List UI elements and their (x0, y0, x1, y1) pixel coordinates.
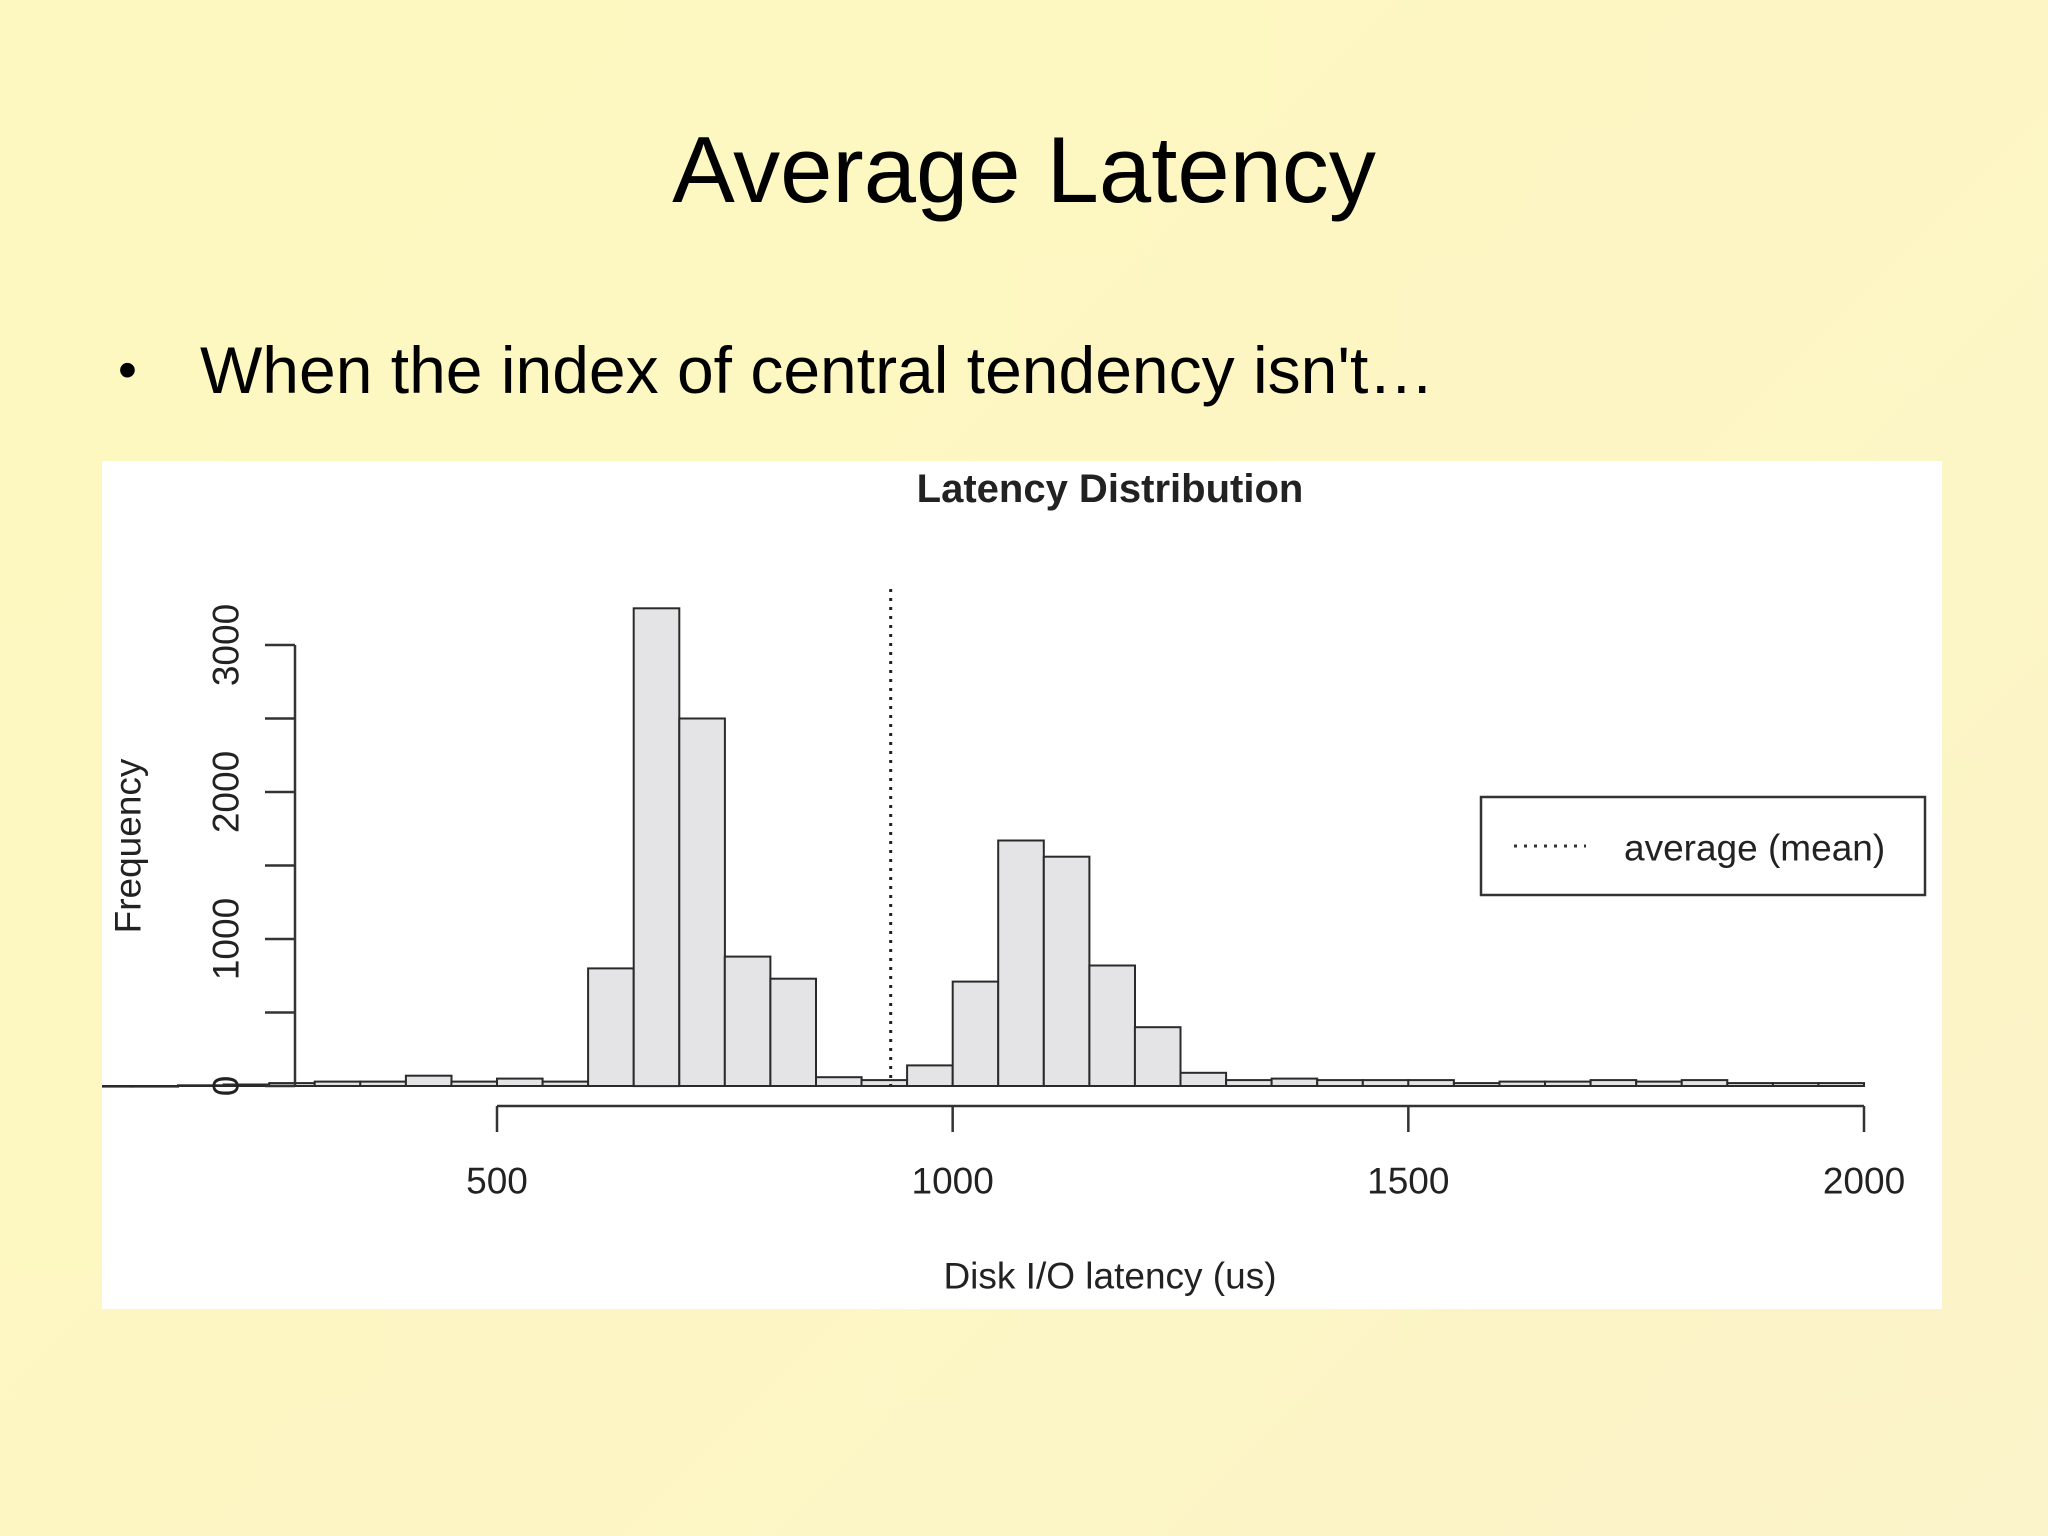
histogram-bar-5 (131, 1085, 180, 1088)
histogram-bar-18 (723, 955, 772, 1087)
histogram-bar-24 (997, 839, 1045, 1087)
histogram-bar-9 (313, 1080, 362, 1087)
bars-layer (102, 607, 1866, 1088)
bullet-dot-icon: • (118, 340, 137, 400)
histogram-bar-36 (1544, 1080, 1592, 1087)
x-axis-label: Disk I/O latency (us) (943, 1256, 1276, 1297)
x-tick-label-1500: 1500 (1367, 1161, 1449, 1202)
histogram-bar-31 (1316, 1079, 1364, 1087)
latency-histogram-chart: Latency Distribution 0 1000 2000 3000 500 100… (102, 461, 1942, 1309)
histogram-bar-32 (1361, 1079, 1410, 1087)
histogram-bar-35 (1498, 1080, 1547, 1087)
histogram-bar-12 (450, 1080, 498, 1087)
legend: average (mean) (1479, 795, 1927, 897)
histogram-bar-38 (1635, 1080, 1683, 1087)
chart-svg: Latency Distribution 0 1000 2000 3000 500 100… (102, 467, 1927, 1297)
histogram-bar-4 (102, 1085, 134, 1088)
legend-label: average (mean) (1624, 828, 1885, 869)
x-tick-label-2000: 2000 (1823, 1161, 1905, 1202)
histogram-bar-34 (1452, 1082, 1501, 1087)
slide-title: Average Latency (672, 117, 1376, 222)
histogram-bar-27 (1133, 1026, 1182, 1088)
histogram-bar-33 (1407, 1079, 1455, 1087)
histogram-bar-41 (1771, 1082, 1820, 1087)
histogram-bar-13 (496, 1077, 544, 1087)
bullet-item: • When the index of central tendency isn'… (118, 330, 1434, 410)
histogram-bar-42 (1817, 1082, 1866, 1087)
histogram-bar-11 (404, 1074, 453, 1088)
histogram-bar-30 (1270, 1077, 1319, 1087)
histogram-bar-21 (860, 1079, 909, 1087)
histogram-bar-10 (359, 1080, 407, 1087)
y-tick-label-2000: 2000 (206, 751, 247, 833)
axes-layer: 0 1000 2000 3000 500 1000 1500 2000 (206, 604, 1906, 1202)
histogram-bar-37 (1589, 1079, 1638, 1087)
histogram-bar-25 (1042, 855, 1091, 1088)
histogram-bar-26 (1088, 964, 1137, 1087)
histogram-bar-28 (1179, 1071, 1228, 1087)
x-tick-label-1000: 1000 (912, 1161, 994, 1202)
histogram-bar-16 (632, 607, 681, 1088)
y-tick-label-0: 0 (206, 1076, 247, 1097)
histogram-bar-29 (1225, 1079, 1273, 1087)
histogram-bar-14 (541, 1080, 590, 1087)
histogram-bar-39 (1680, 1079, 1729, 1087)
histogram-bar-15 (587, 967, 635, 1087)
histogram-bar-40 (1726, 1082, 1774, 1087)
histogram-bar-19 (769, 977, 818, 1088)
histogram-bar-20 (815, 1076, 863, 1088)
histogram-bar-23 (951, 980, 1000, 1087)
x-tick-label-500: 500 (466, 1161, 528, 1202)
histogram-bar-22 (906, 1064, 954, 1088)
chart-title: Latency Distribution (917, 467, 1304, 511)
histogram-bar-17 (678, 717, 726, 1087)
y-tick-label-1000: 1000 (206, 898, 247, 980)
bullet-text: When the index of central tendency isn't… (200, 333, 1435, 407)
y-tick-label-3000: 3000 (206, 604, 247, 686)
y-axis-label: Frequency (108, 758, 149, 933)
